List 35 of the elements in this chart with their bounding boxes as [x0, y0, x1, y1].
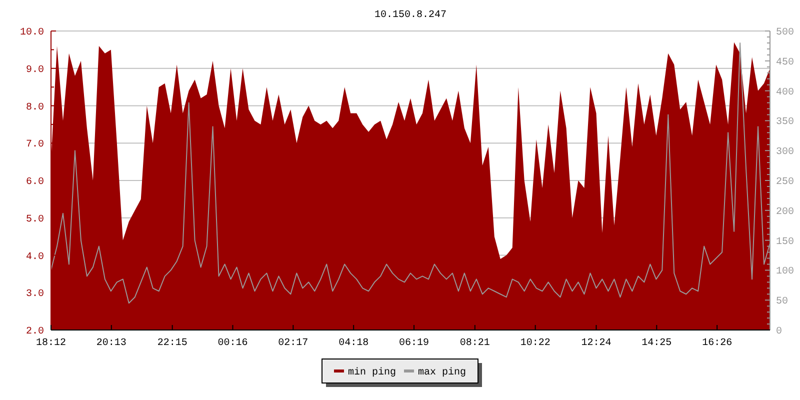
x-tick-label: 10:22 — [520, 338, 550, 349]
y2-tick-label: 250 — [776, 177, 794, 188]
y2-tick-label: 100 — [776, 266, 794, 278]
y2-tick-label: 400 — [776, 87, 794, 98]
y2-tick-label: 0 — [776, 326, 782, 338]
y-tick-label: 4.0 — [26, 252, 44, 263]
x-tick-label: 06:19 — [398, 338, 430, 349]
y-tick-label: 7.0 — [26, 140, 44, 151]
x-tick-label: 16:26 — [702, 338, 732, 349]
x-tick-label: 08:21 — [460, 338, 490, 349]
y2-tick-label: 50 — [776, 296, 788, 308]
x-tick-label: 22:15 — [157, 338, 188, 349]
x-tick-label: 18:12 — [36, 338, 66, 349]
y2-tick-label: 350 — [776, 117, 794, 128]
y2-tick-label: 500 — [776, 28, 794, 38]
y-tick-label: 10.0 — [20, 28, 44, 38]
y2-tick-label: 300 — [776, 147, 794, 158]
y-tick-label: 8.0 — [26, 102, 44, 114]
y-tick-label: 9.0 — [26, 64, 44, 76]
y2-tick-label: 450 — [776, 57, 794, 68]
y-tick-label: 3.0 — [26, 289, 44, 300]
chart-title: 10.150.8.247 — [374, 10, 447, 21]
x-tick-label: 12:24 — [581, 338, 612, 349]
x-tick-label: 00:16 — [218, 338, 248, 349]
x-tick-label: 04:18 — [338, 338, 369, 349]
legend-label: min ping — [348, 366, 396, 378]
y2-tick-label: 200 — [776, 206, 794, 218]
y-tick-label: 2.0 — [26, 326, 44, 338]
y2-tick-label: 150 — [776, 236, 794, 248]
x-tick-label: 14:25 — [642, 338, 672, 349]
x-tick-label: 20:13 — [96, 338, 126, 349]
x-tick-label: 02:17 — [278, 338, 308, 349]
y-tick-label: 6.0 — [26, 177, 44, 188]
y-tick-label: 5.0 — [26, 214, 44, 226]
legend-label: max ping — [418, 366, 466, 378]
